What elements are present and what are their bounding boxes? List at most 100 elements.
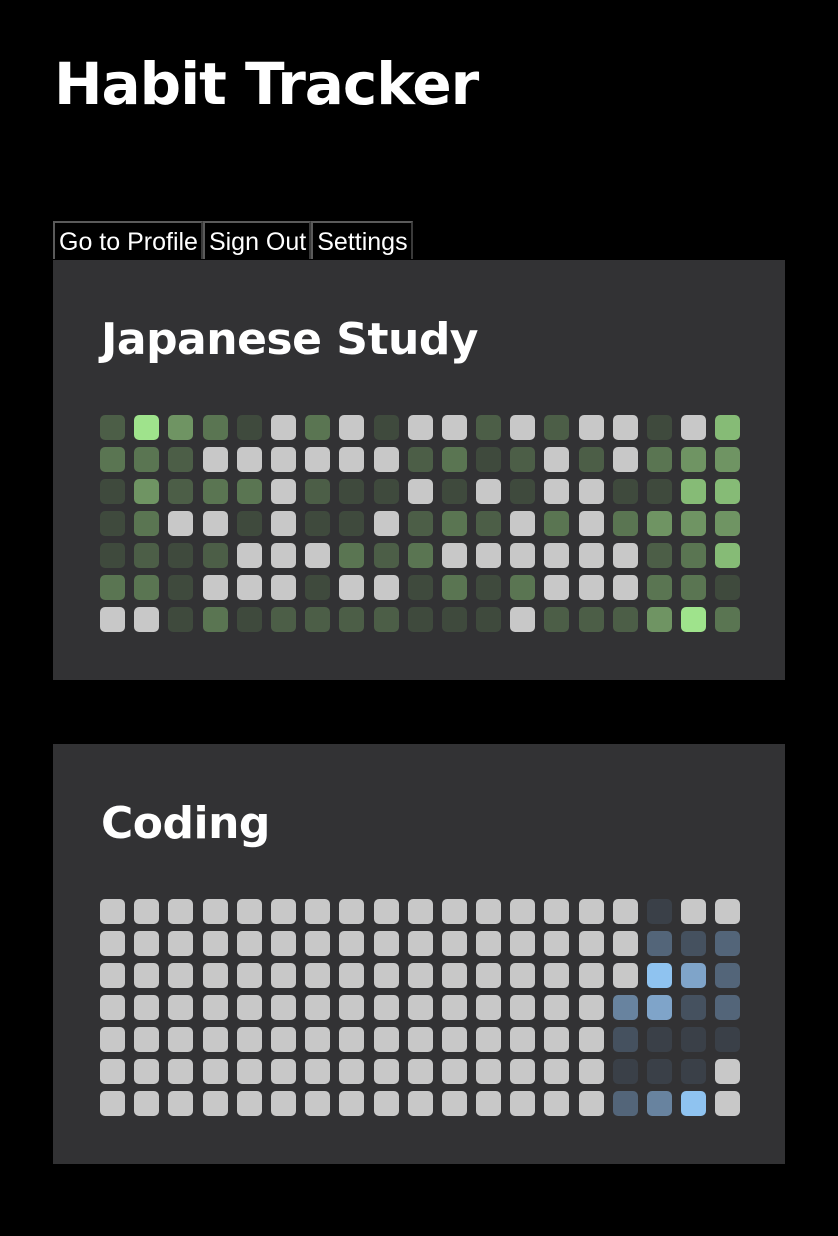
day-cell[interactable] [441, 1091, 467, 1116]
day-cell[interactable] [578, 511, 604, 536]
day-cell[interactable] [578, 1091, 604, 1116]
day-cell[interactable] [236, 575, 262, 600]
day-cell[interactable] [407, 415, 433, 440]
day-cell[interactable] [612, 963, 638, 988]
day-cell[interactable] [441, 899, 467, 924]
day-cell[interactable] [441, 479, 467, 504]
day-cell[interactable] [202, 415, 228, 440]
day-cell[interactable] [305, 479, 331, 504]
day-cell[interactable] [100, 511, 125, 536]
day-cell[interactable] [544, 963, 570, 988]
day-cell[interactable] [270, 995, 296, 1020]
day-cell[interactable] [407, 931, 433, 956]
day-cell[interactable] [441, 931, 467, 956]
day-cell[interactable] [134, 415, 160, 440]
day-cell[interactable] [270, 575, 296, 600]
day-cell[interactable] [681, 479, 707, 504]
day-cell[interactable] [270, 963, 296, 988]
day-cell[interactable] [134, 511, 160, 536]
day-cell[interactable] [476, 899, 502, 924]
day-cell[interactable] [373, 607, 399, 632]
day-cell[interactable] [544, 931, 570, 956]
day-cell[interactable] [476, 963, 502, 988]
day-cell[interactable] [100, 1091, 125, 1116]
day-cell[interactable] [715, 995, 741, 1020]
day-cell[interactable] [647, 995, 672, 1020]
day-cell[interactable] [270, 1059, 296, 1084]
day-cell[interactable] [236, 1027, 262, 1052]
day-cell[interactable] [407, 1027, 433, 1052]
day-cell[interactable] [373, 543, 399, 568]
day-cell[interactable] [305, 511, 331, 536]
day-cell[interactable] [339, 899, 365, 924]
day-cell[interactable] [612, 415, 638, 440]
day-cell[interactable] [510, 899, 536, 924]
day-cell[interactable] [100, 931, 125, 956]
settings-button[interactable]: Settings [311, 221, 413, 259]
day-cell[interactable] [578, 963, 604, 988]
day-cell[interactable] [134, 447, 160, 472]
day-cell[interactable] [715, 511, 741, 536]
day-cell[interactable] [202, 575, 228, 600]
day-cell[interactable] [441, 447, 467, 472]
day-cell[interactable] [510, 511, 536, 536]
day-cell[interactable] [270, 479, 296, 504]
day-cell[interactable] [681, 415, 707, 440]
day-cell[interactable] [441, 511, 467, 536]
day-cell[interactable] [544, 1027, 570, 1052]
day-cell[interactable] [373, 415, 399, 440]
day-cell[interactable] [476, 511, 502, 536]
day-cell[interactable] [578, 1027, 604, 1052]
day-cell[interactable] [202, 1091, 228, 1116]
day-cell[interactable] [476, 447, 502, 472]
day-cell[interactable] [236, 543, 262, 568]
day-cell[interactable] [647, 543, 672, 568]
day-cell[interactable] [305, 1059, 331, 1084]
day-cell[interactable] [441, 575, 467, 600]
day-cell[interactable] [407, 575, 433, 600]
day-cell[interactable] [168, 1091, 194, 1116]
day-cell[interactable] [202, 899, 228, 924]
day-cell[interactable] [544, 575, 570, 600]
day-cell[interactable] [578, 995, 604, 1020]
day-cell[interactable] [134, 575, 160, 600]
day-cell[interactable] [134, 543, 160, 568]
day-cell[interactable] [476, 1059, 502, 1084]
day-cell[interactable] [134, 1027, 160, 1052]
day-cell[interactable] [134, 931, 160, 956]
day-cell[interactable] [510, 931, 536, 956]
day-cell[interactable] [168, 543, 194, 568]
day-cell[interactable] [647, 963, 672, 988]
day-cell[interactable] [476, 1027, 502, 1052]
day-cell[interactable] [305, 899, 331, 924]
day-cell[interactable] [202, 995, 228, 1020]
day-cell[interactable] [715, 607, 741, 632]
day-cell[interactable] [715, 963, 741, 988]
day-cell[interactable] [578, 479, 604, 504]
day-cell[interactable] [510, 543, 536, 568]
day-cell[interactable] [270, 543, 296, 568]
day-cell[interactable] [612, 575, 638, 600]
day-cell[interactable] [202, 607, 228, 632]
day-cell[interactable] [681, 1059, 707, 1084]
day-cell[interactable] [647, 607, 672, 632]
day-cell[interactable] [100, 447, 125, 472]
day-cell[interactable] [647, 931, 672, 956]
day-cell[interactable] [339, 575, 365, 600]
day-cell[interactable] [476, 543, 502, 568]
day-cell[interactable] [647, 575, 672, 600]
day-cell[interactable] [339, 1059, 365, 1084]
day-cell[interactable] [441, 607, 467, 632]
day-cell[interactable] [441, 415, 467, 440]
day-cell[interactable] [305, 415, 331, 440]
day-cell[interactable] [100, 1027, 125, 1052]
day-cell[interactable] [441, 1059, 467, 1084]
day-cell[interactable] [168, 931, 194, 956]
day-cell[interactable] [612, 543, 638, 568]
day-cell[interactable] [476, 415, 502, 440]
day-cell[interactable] [100, 1059, 125, 1084]
day-cell[interactable] [168, 995, 194, 1020]
day-cell[interactable] [407, 607, 433, 632]
day-cell[interactable] [715, 931, 741, 956]
day-cell[interactable] [407, 1059, 433, 1084]
